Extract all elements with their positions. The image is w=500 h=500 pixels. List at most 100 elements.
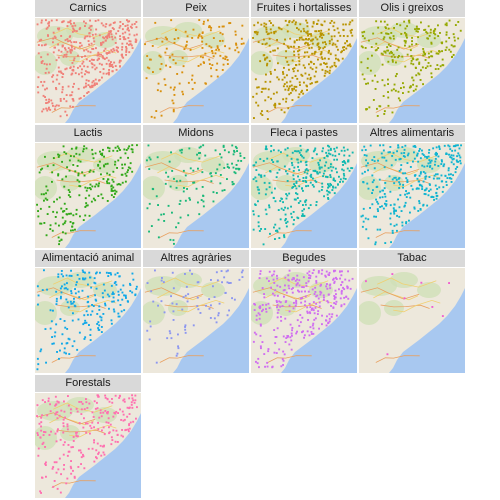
establishment-point [260,347,262,350]
establishment-point [323,157,326,159]
establishment-point [312,150,315,153]
map-panel[interactable] [35,393,141,498]
establishment-point [277,309,280,311]
establishment-point [44,88,46,91]
establishment-point [112,415,115,418]
map-panel[interactable] [143,268,249,373]
establishment-point [282,209,285,211]
map-panel[interactable] [143,143,249,248]
establishment-point [108,295,111,298]
establishment-point [398,170,401,172]
establishment-point [122,419,125,422]
establishment-point [119,394,121,397]
establishment-point [213,317,216,320]
establishment-point [115,68,118,71]
establishment-point [295,332,298,335]
road-line [177,299,225,313]
establishment-point [300,149,303,152]
establishment-point [166,337,169,340]
establishment-point [305,150,308,153]
establishment-point [394,89,397,92]
establishment-point [85,147,88,150]
establishment-point [86,65,89,68]
map-panel[interactable] [359,143,465,248]
establishment-point [405,34,408,37]
establishment-point [327,322,329,325]
establishment-point [391,59,394,61]
road-line [159,230,204,238]
establishment-point [287,87,290,90]
establishment-point [309,181,312,184]
establishment-point [207,19,209,22]
establishment-point [459,159,462,162]
establishment-point [313,293,316,295]
establishment-point [399,24,402,27]
establishment-point [429,166,431,168]
establishment-point [314,30,317,33]
establishment-point [309,78,312,81]
establishment-point [93,426,95,429]
map-panel[interactable] [359,268,465,373]
establishment-point [83,20,85,23]
establishment-point [265,213,268,216]
establishment-point [75,41,78,44]
establishment-point [79,160,82,163]
establishment-point [325,324,328,327]
establishment-point [405,196,408,198]
establishment-point [456,160,459,163]
establishment-point [65,175,67,178]
establishment-point [51,102,54,105]
establishment-point [297,217,300,220]
establishment-point [288,343,291,346]
establishment-point [340,305,343,308]
establishment-point [291,151,294,154]
terrain-area [361,26,397,46]
establishment-point [293,85,296,88]
establishment-point [275,91,278,94]
establishment-point [275,352,278,354]
establishment-point [442,186,445,189]
establishment-point [321,58,324,60]
establishment-point [342,23,345,26]
establishment-point [88,187,91,189]
establishment-point [89,339,92,341]
establishment-point [202,23,205,25]
establishment-point [453,39,456,42]
establishment-point [79,27,82,29]
establishment-point [320,63,322,66]
map-panel[interactable] [359,18,465,123]
establishment-point [387,96,390,99]
establishment-point [63,97,65,100]
establishment-point [303,30,306,33]
establishment-point [419,208,422,211]
establishment-point [57,468,60,471]
establishment-point [47,397,50,400]
establishment-point [124,295,127,297]
establishment-point [317,19,320,22]
map-panel[interactable] [143,18,249,123]
establishment-point [395,209,397,212]
establishment-point [379,196,381,199]
map-panel[interactable] [35,18,141,123]
establishment-point [445,31,448,34]
establishment-point [198,33,201,36]
map-panel[interactable] [251,143,357,248]
establishment-point [402,155,405,157]
terrain-area [168,50,188,66]
establishment-point [120,419,123,421]
establishment-point [344,178,347,180]
establishment-point [111,401,114,404]
establishment-point [327,183,329,186]
establishment-point [228,166,230,169]
establishment-point [269,28,272,31]
establishment-point [291,89,294,92]
establishment-point [108,32,111,35]
map-panel[interactable] [35,143,141,248]
map-panel[interactable] [35,268,141,373]
establishment-point [273,226,275,229]
establishment-point [415,30,418,33]
map-panel[interactable] [251,268,357,373]
map-panel[interactable] [251,18,357,123]
establishment-point [344,162,347,165]
establishment-point [298,38,301,41]
